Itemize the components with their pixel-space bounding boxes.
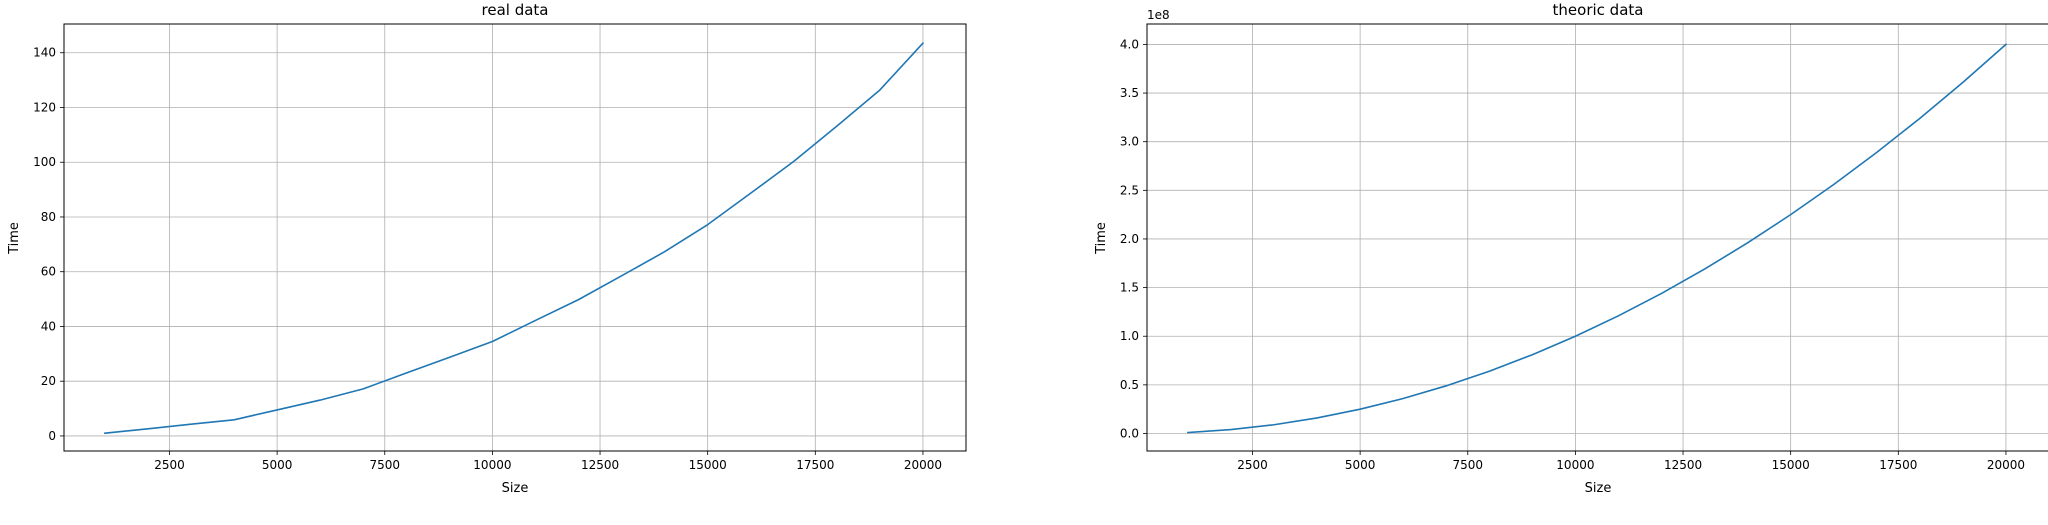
y-tick-label: 4.0 bbox=[1120, 37, 1139, 51]
y-tick-label: 0.0 bbox=[1120, 426, 1139, 440]
y-tick-label: 1.5 bbox=[1120, 281, 1139, 295]
series bbox=[104, 42, 925, 435]
chart-title: theoric data bbox=[1553, 1, 1644, 19]
series-line bbox=[1187, 43, 2008, 434]
ticks: 2500 5000 7500 10000 12500 15000 17500 20000 0 20… bbox=[33, 46, 942, 472]
x-tick-label: 12500 bbox=[581, 458, 619, 472]
x-tick-label: 17500 bbox=[1879, 458, 1917, 472]
x-axis-label: Size bbox=[502, 481, 529, 496]
y-tick-label: 3.0 bbox=[1120, 135, 1139, 149]
x-tick-label: 12500 bbox=[1664, 458, 1702, 472]
y-tick-label: 120 bbox=[33, 100, 56, 114]
y-tick-label: 140 bbox=[33, 46, 56, 60]
x-tick-label: 5000 bbox=[262, 458, 293, 472]
series-line bbox=[104, 42, 925, 435]
y-tick-label: 0.5 bbox=[1120, 378, 1139, 392]
x-tick-label: 2500 bbox=[154, 458, 185, 472]
y-tick-label: 40 bbox=[41, 319, 56, 333]
y-tick-label: 1.0 bbox=[1120, 329, 1139, 343]
chart-title: real data bbox=[482, 1, 549, 19]
x-tick-label: 5000 bbox=[1345, 458, 1376, 472]
plot-frame bbox=[1146, 23, 2048, 452]
y-tick-label: 2.0 bbox=[1120, 232, 1139, 246]
y-tick-label: 100 bbox=[33, 155, 56, 169]
x-axis-label: Size bbox=[1585, 481, 1612, 496]
plot-frame bbox=[63, 23, 967, 452]
x-tick-label: 2500 bbox=[1237, 458, 1268, 472]
y-tick-label: 0 bbox=[48, 429, 56, 443]
x-tick-label: 15000 bbox=[689, 458, 727, 472]
y-axis-label: Time bbox=[1094, 222, 1109, 255]
series bbox=[1187, 43, 2008, 434]
x-tick-label: 7500 bbox=[1452, 458, 1483, 472]
chart-real-data: real data Size Time 2500 5000 7500 10000 125… bbox=[7, 1, 967, 496]
y-axis-offset-label: 1e8 bbox=[1147, 8, 1170, 22]
chart-theoric-data: theoric data Size Time 1e8 2500 5000 7500 1… bbox=[1094, 1, 2048, 496]
x-tick-label: 10000 bbox=[473, 458, 511, 472]
x-tick-label: 10000 bbox=[1556, 458, 1594, 472]
x-tick-label: 20000 bbox=[1987, 458, 2025, 472]
y-tick-label: 3.5 bbox=[1120, 86, 1139, 100]
y-axis-label: Time bbox=[7, 222, 22, 255]
y-tick-label: 80 bbox=[41, 210, 56, 224]
x-tick-label: 17500 bbox=[796, 458, 834, 472]
x-tick-label: 20000 bbox=[904, 458, 942, 472]
y-tick-label: 2.5 bbox=[1120, 183, 1139, 197]
grid bbox=[1147, 24, 2048, 451]
x-tick-label: 15000 bbox=[1772, 458, 1810, 472]
grid bbox=[64, 24, 966, 451]
ticks: 2500 5000 7500 10000 12500 15000 17500 20000 0.0… bbox=[1120, 37, 2025, 472]
y-tick-label: 20 bbox=[41, 374, 56, 388]
x-tick-label: 7500 bbox=[369, 458, 400, 472]
y-tick-label: 60 bbox=[41, 265, 56, 279]
